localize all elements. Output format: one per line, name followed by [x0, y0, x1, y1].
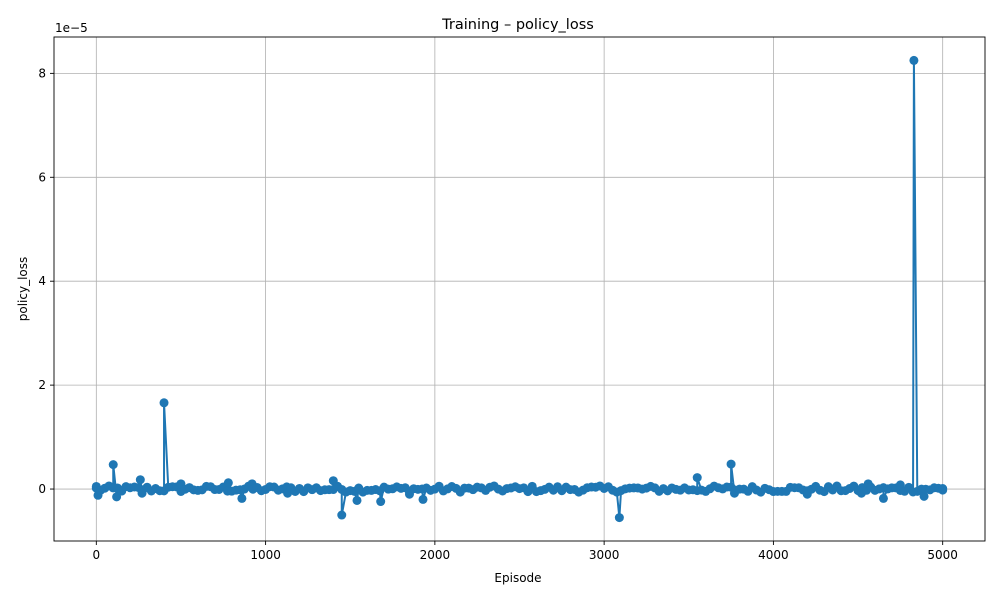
x-tick-label: 1000 [250, 548, 281, 562]
y-axis: 0 2 4 6 8 [38, 66, 54, 496]
x-tick-label: 3000 [589, 548, 620, 562]
chart-title: Training – policy_loss [441, 17, 594, 33]
data-point [909, 55, 919, 65]
x-tick-label: 4000 [758, 548, 789, 562]
x-tick-label: 0 [92, 548, 100, 562]
x-axis-label: Episode [494, 571, 541, 585]
data-point [135, 475, 145, 485]
y-axis-label: policy_loss [16, 257, 30, 322]
y-tick-label: 4 [38, 274, 46, 288]
y-tick-label: 2 [38, 378, 46, 392]
data-point [692, 473, 702, 483]
y-tick-label: 0 [38, 482, 46, 496]
y-offset-label: 1e−5 [55, 21, 88, 35]
data-point [895, 480, 905, 490]
y-tick-label: 6 [38, 170, 46, 184]
y-tick-label: 8 [38, 66, 46, 80]
data-point [108, 460, 118, 470]
x-tick-label: 5000 [927, 548, 958, 562]
data-point [237, 493, 247, 503]
data-point [878, 493, 888, 503]
data-point [337, 510, 347, 520]
data-point [726, 459, 736, 469]
data-point [223, 478, 233, 488]
x-axis: 0 1000 2000 3000 4000 5000 [92, 541, 958, 562]
x-tick-label: 2000 [420, 548, 451, 562]
data-point [938, 485, 948, 495]
data-point [614, 513, 624, 523]
data-point [159, 398, 169, 408]
data-point [418, 494, 428, 504]
data-point [376, 497, 386, 507]
data-point [919, 491, 929, 501]
data-point [352, 495, 362, 505]
data-point [112, 492, 122, 502]
series-policy-loss [91, 55, 948, 523]
plot-frame [53, 36, 986, 542]
